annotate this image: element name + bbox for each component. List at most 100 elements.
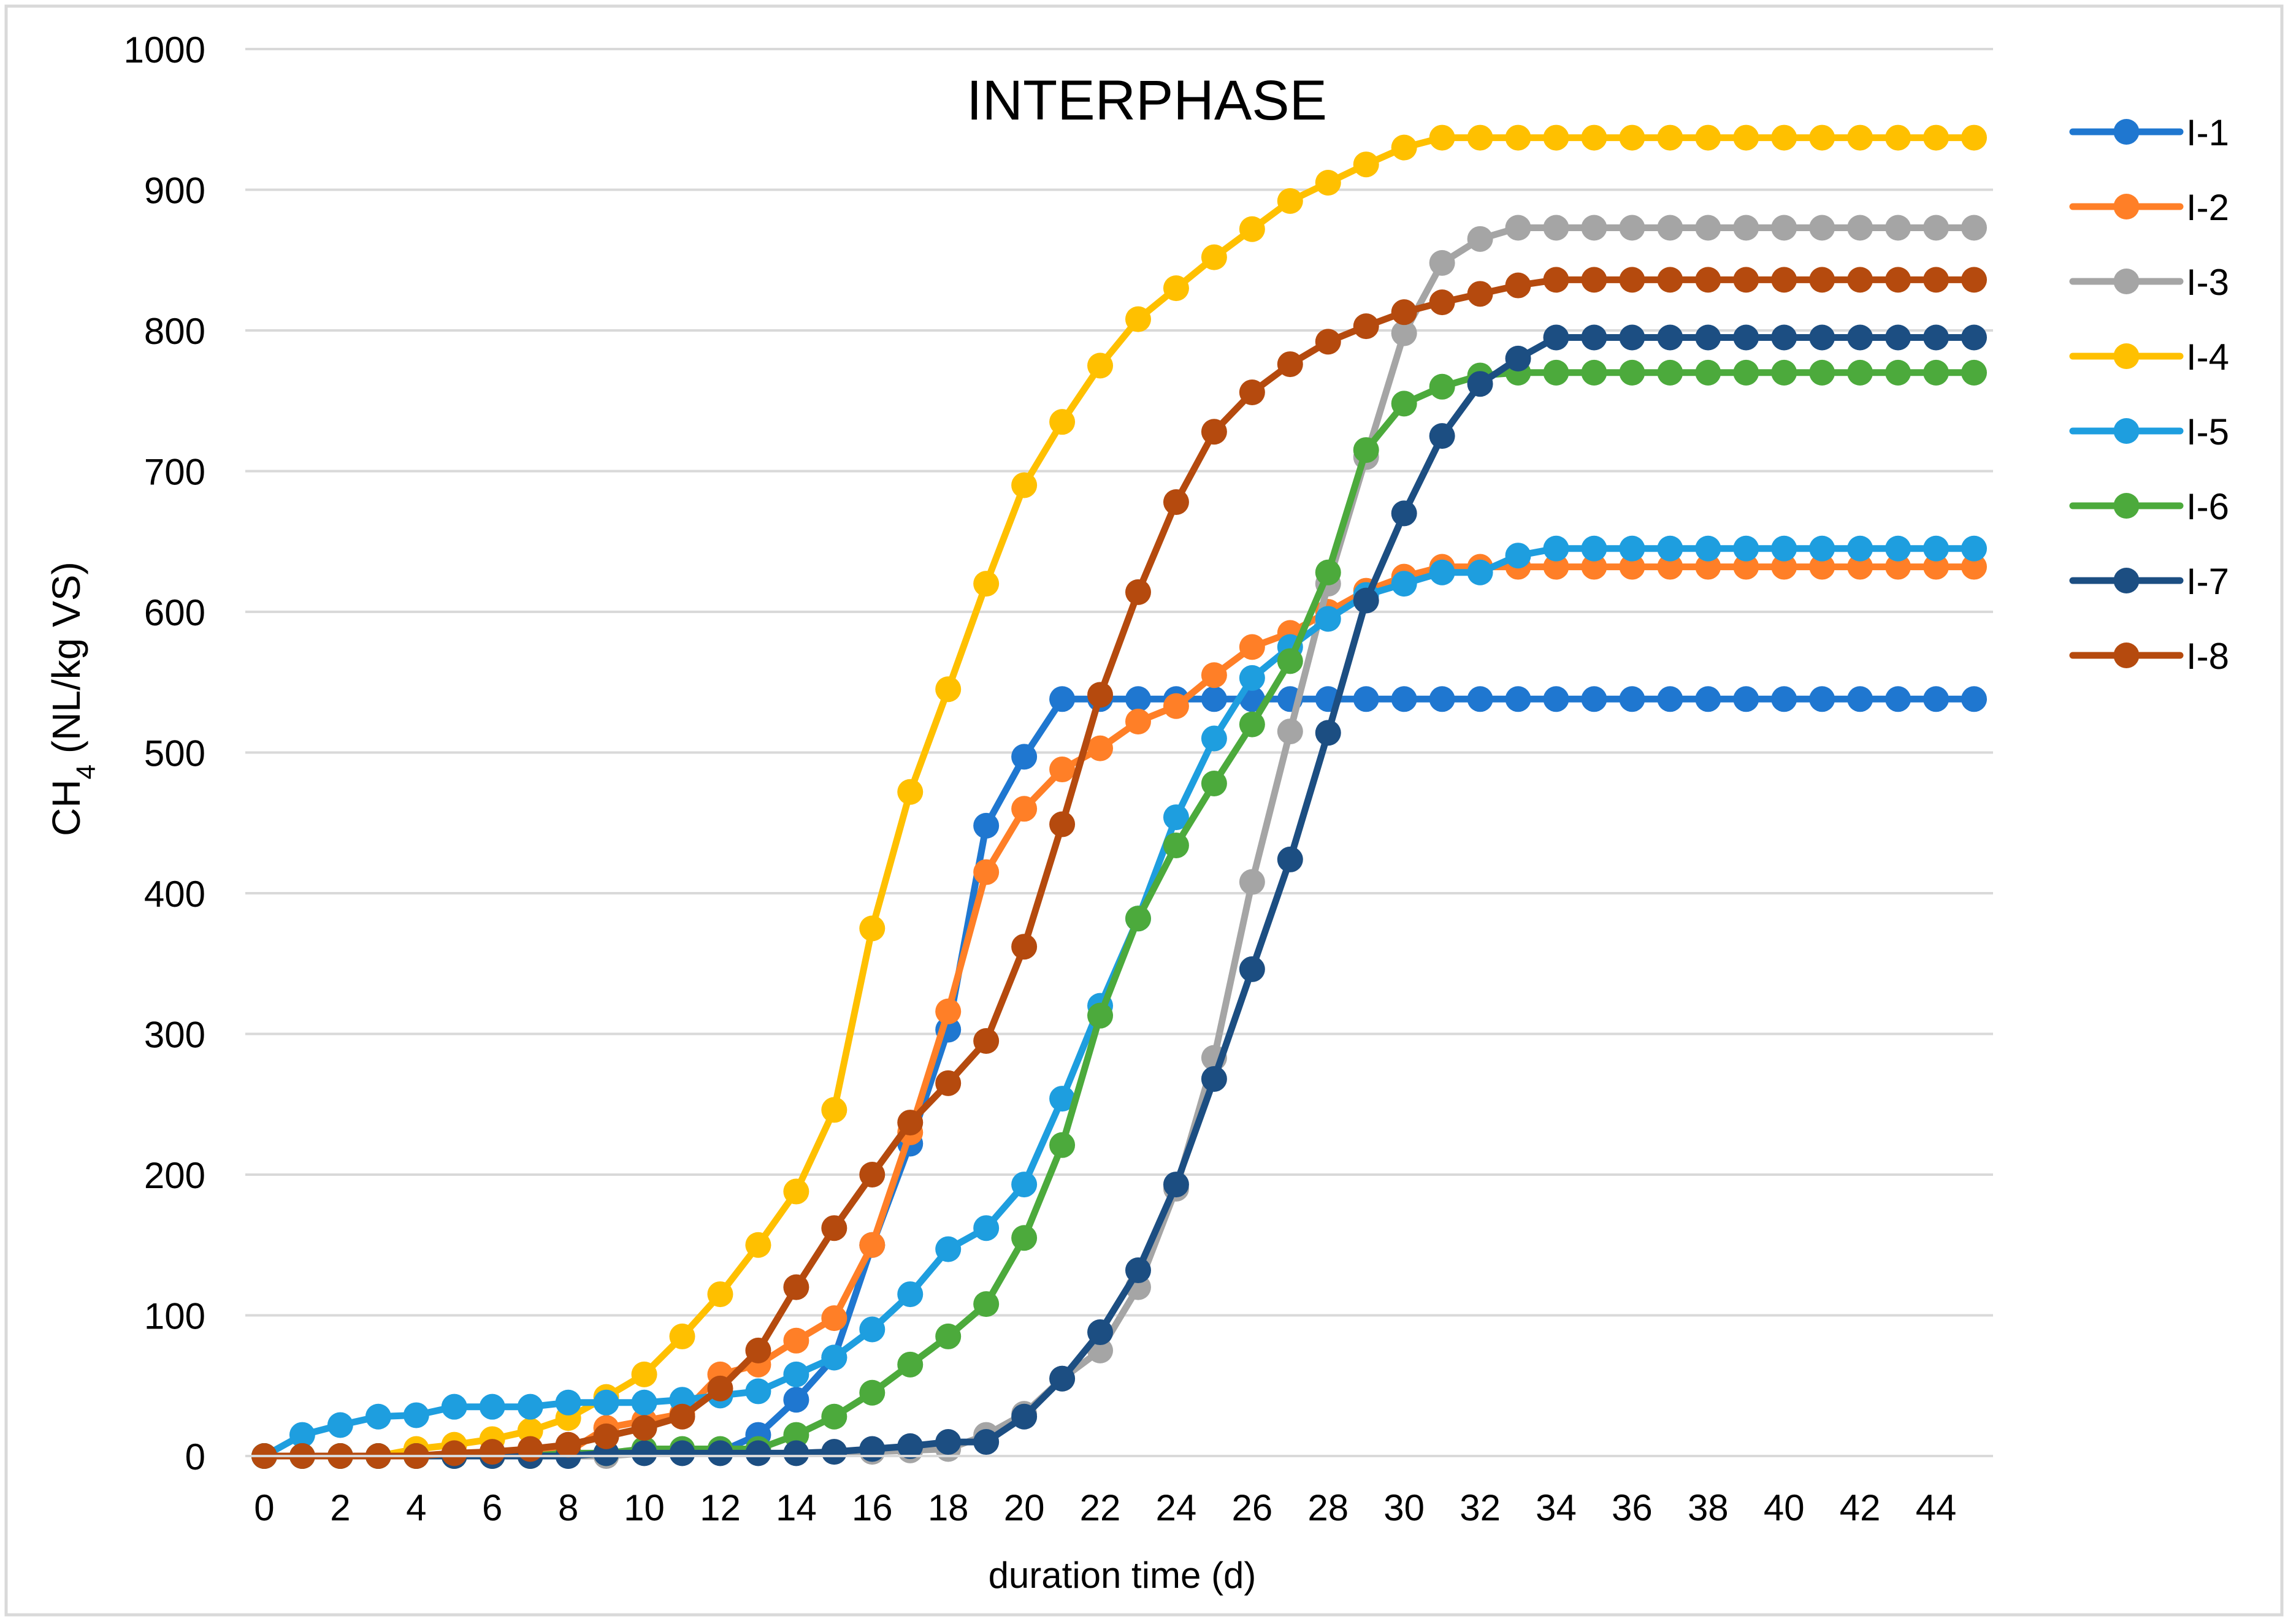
data-point-I-2-41	[1809, 554, 1835, 580]
data-point-I-4-30	[1391, 134, 1417, 161]
x-tick-label-36: 36	[1612, 1487, 1653, 1528]
legend-label-I-2: I-2	[2186, 187, 2229, 228]
y-axis-label-subscript: 4	[71, 764, 101, 779]
data-point-I-2-22	[1087, 735, 1114, 761]
data-point-I-8-41	[1809, 267, 1835, 293]
data-point-I-5-25	[1201, 725, 1227, 752]
data-point-I-7-32	[1467, 371, 1493, 397]
data-point-I-6-41	[1809, 359, 1835, 386]
legend-item-I-6: I-6	[2069, 486, 2229, 527]
data-point-I-4-27	[1277, 188, 1303, 214]
data-point-I-3-41	[1809, 215, 1835, 241]
data-point-I-3-40	[1771, 215, 1797, 241]
data-point-I-4-43	[1885, 124, 1911, 151]
data-point-I-3-43	[1885, 215, 1911, 241]
data-point-I-3-37	[1657, 215, 1683, 241]
data-point-I-5-39	[1733, 535, 1759, 562]
data-point-I-8-10	[631, 1415, 657, 1441]
x-tick-label-10: 10	[624, 1487, 665, 1528]
data-point-I-5-20	[1011, 1172, 1038, 1198]
data-point-I-5-30	[1391, 571, 1417, 597]
legend-marker-I-7	[2113, 568, 2140, 593]
y-axis-label-main: CH	[44, 779, 88, 836]
data-point-I-4-42	[1847, 124, 1873, 151]
data-point-I-8-35	[1581, 267, 1607, 293]
y-tick-label-900: 900	[144, 170, 205, 212]
data-point-I-5-5	[441, 1393, 467, 1420]
x-tick-label-8: 8	[558, 1487, 578, 1528]
legend-item-I-8: I-8	[2069, 636, 2229, 677]
data-point-I-8-11	[669, 1403, 695, 1430]
data-point-I-7-41	[1809, 324, 1835, 351]
y-tick-label-800: 800	[144, 311, 205, 352]
y-tick-label-0: 0	[185, 1436, 205, 1477]
data-point-I-2-38	[1695, 554, 1721, 580]
y-axis-label: CH4 (NL/kg VS)	[44, 562, 101, 836]
data-point-I-1-40	[1771, 686, 1797, 712]
x-tick-label-6: 6	[482, 1487, 502, 1528]
data-point-I-8-13	[745, 1337, 771, 1363]
data-point-I-2-26	[1239, 634, 1265, 660]
data-point-I-5-45	[1961, 535, 1988, 562]
data-point-I-1-45	[1961, 686, 1988, 712]
legend-item-I-7: I-7	[2069, 561, 2229, 602]
data-point-I-3-38	[1695, 215, 1721, 241]
data-point-I-7-17	[897, 1433, 924, 1459]
data-point-I-1-23	[1125, 686, 1151, 712]
data-point-I-5-2	[327, 1412, 353, 1438]
data-point-I-5-33	[1505, 543, 1531, 569]
data-point-I-1-35	[1581, 686, 1607, 712]
data-point-I-3-34	[1543, 215, 1569, 241]
data-point-I-8-22	[1087, 682, 1114, 708]
data-point-I-1-30	[1391, 686, 1417, 712]
x-tick-label-18: 18	[928, 1487, 969, 1528]
data-point-I-5-17	[897, 1281, 924, 1308]
data-point-I-1-44	[1923, 686, 1949, 712]
data-point-I-8-16	[859, 1162, 886, 1188]
data-point-I-6-14	[783, 1422, 809, 1448]
data-point-I-5-34	[1543, 535, 1569, 562]
data-point-I-3-31	[1429, 250, 1455, 276]
data-point-I-3-42	[1847, 215, 1873, 241]
data-point-I-4-17	[897, 779, 924, 805]
data-point-I-6-31	[1429, 373, 1455, 400]
data-point-I-3-33	[1505, 215, 1531, 241]
data-point-I-4-19	[973, 571, 1000, 597]
data-point-I-8-23	[1125, 579, 1151, 605]
data-point-I-5-3	[365, 1403, 391, 1430]
data-point-I-6-21	[1049, 1132, 1076, 1158]
data-point-I-1-41	[1809, 686, 1835, 712]
data-point-I-5-31	[1429, 559, 1455, 585]
data-point-I-6-37	[1657, 359, 1683, 386]
data-point-I-6-22	[1087, 1002, 1114, 1029]
data-point-I-6-34	[1543, 359, 1569, 386]
data-point-I-8-18	[935, 1070, 962, 1096]
data-point-I-6-38	[1695, 359, 1721, 386]
data-point-I-2-37	[1657, 554, 1683, 580]
data-point-I-6-27	[1277, 648, 1303, 674]
data-point-I-4-10	[631, 1361, 657, 1387]
x-tick-label-40: 40	[1764, 1487, 1805, 1528]
data-point-I-6-40	[1771, 359, 1797, 386]
legend-marker-I-1	[2113, 119, 2140, 145]
data-point-I-4-32	[1467, 124, 1493, 151]
data-point-I-5-41	[1809, 535, 1835, 562]
data-point-I-8-40	[1771, 267, 1797, 293]
data-point-I-7-36	[1619, 324, 1645, 351]
x-tick-label-24: 24	[1156, 1487, 1197, 1528]
x-tick-label-30: 30	[1383, 1487, 1425, 1528]
legend-marker-I-6	[2113, 493, 2140, 519]
data-point-I-4-24	[1163, 275, 1189, 302]
data-point-I-7-42	[1847, 324, 1873, 351]
data-point-I-4-36	[1619, 124, 1645, 151]
data-point-I-8-25	[1201, 419, 1227, 445]
legend-marker-I-3	[2113, 269, 2140, 294]
data-point-I-8-21	[1049, 811, 1076, 837]
data-point-I-5-7	[517, 1393, 543, 1420]
data-point-I-4-12	[707, 1281, 733, 1308]
data-point-I-4-11	[669, 1323, 695, 1349]
data-point-I-7-44	[1923, 324, 1949, 351]
data-point-I-4-20	[1011, 472, 1038, 498]
data-point-I-4-26	[1239, 216, 1265, 242]
